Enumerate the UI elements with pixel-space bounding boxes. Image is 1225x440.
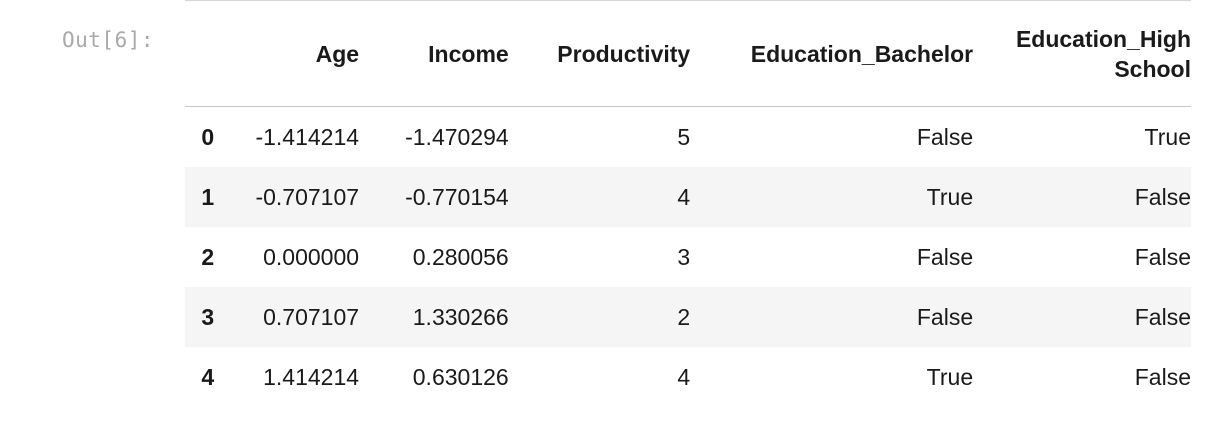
column-header-income: Income	[359, 1, 509, 107]
table-row: 2 0.000000 0.280056 3 False False	[185, 227, 1191, 287]
cell-education-high-school: True	[1144, 123, 1191, 150]
table-row: 3 0.707107 1.330266 2 False False	[185, 287, 1191, 347]
cell-education-bachelor: False	[916, 303, 974, 330]
column-header-productivity: Productivity	[508, 1, 691, 107]
index-header	[185, 1, 215, 107]
table-row: 4 1.414214 0.630126 4 True False	[185, 347, 1191, 407]
cell-education-bachelor: True	[926, 183, 974, 210]
dataframe-table: Age Income Productivity Education_Bachel…	[185, 1, 1191, 407]
table-body: 0 -1.414214 -1.470294 5 False True 1 -0.…	[185, 106, 1191, 407]
row-index: 1	[201, 183, 215, 210]
table-row: 0 -1.414214 -1.470294 5 False True	[185, 106, 1191, 167]
cell-education-bachelor: False	[916, 243, 974, 270]
top-divider	[185, 0, 1191, 1]
cell-income: 0.280056	[412, 243, 509, 270]
cell-productivity: 4	[677, 363, 691, 390]
cell-income: -0.770154	[405, 183, 509, 210]
cell-productivity: 4	[677, 183, 691, 210]
header-row: Age Income Productivity Education_Bachel…	[185, 1, 1191, 107]
cell-education-high-school: False	[1134, 363, 1191, 390]
cell-age: -1.414214	[255, 123, 360, 150]
row-index: 4	[201, 363, 215, 390]
cell-income: -1.470294	[405, 123, 509, 150]
cell-education-high-school: False	[1134, 243, 1191, 270]
cell-age: 1.414214	[263, 363, 360, 390]
row-index: 3	[201, 303, 215, 330]
column-header-education-bachelor: Education_Bachelor	[690, 1, 974, 107]
column-header-education-high-school: Education_High School	[973, 1, 1191, 107]
cell-education-high-school: False	[1134, 303, 1191, 330]
cell-age: -0.707107	[255, 183, 360, 210]
cell-productivity: 2	[677, 303, 691, 330]
header-line-1: Education_High	[1015, 25, 1191, 52]
header-line-2: School	[1114, 55, 1191, 82]
table-row: 1 -0.707107 -0.770154 4 True False	[185, 167, 1191, 227]
cell-productivity: 3	[677, 243, 691, 270]
output-prompt: Out[6]:	[62, 28, 155, 52]
column-header-age: Age	[214, 1, 360, 107]
cell-age: 0.000000	[263, 243, 360, 270]
row-index: 0	[201, 123, 215, 150]
cell-education-high-school: False	[1134, 183, 1191, 210]
cell-education-bachelor: False	[916, 123, 974, 150]
cell-income: 0.630126	[412, 363, 509, 390]
cell-age: 0.707107	[263, 303, 360, 330]
cell-income: 1.330266	[412, 303, 509, 330]
cell-education-bachelor: True	[926, 363, 974, 390]
dataframe-output[interactable]: Age Income Productivity Education_Bachel…	[185, 0, 1191, 440]
row-index: 2	[201, 243, 215, 270]
table-header: Age Income Productivity Education_Bachel…	[185, 1, 1191, 107]
cell-productivity: 5	[677, 123, 691, 150]
header-text-wrap: Education_High School	[1016, 24, 1191, 84]
